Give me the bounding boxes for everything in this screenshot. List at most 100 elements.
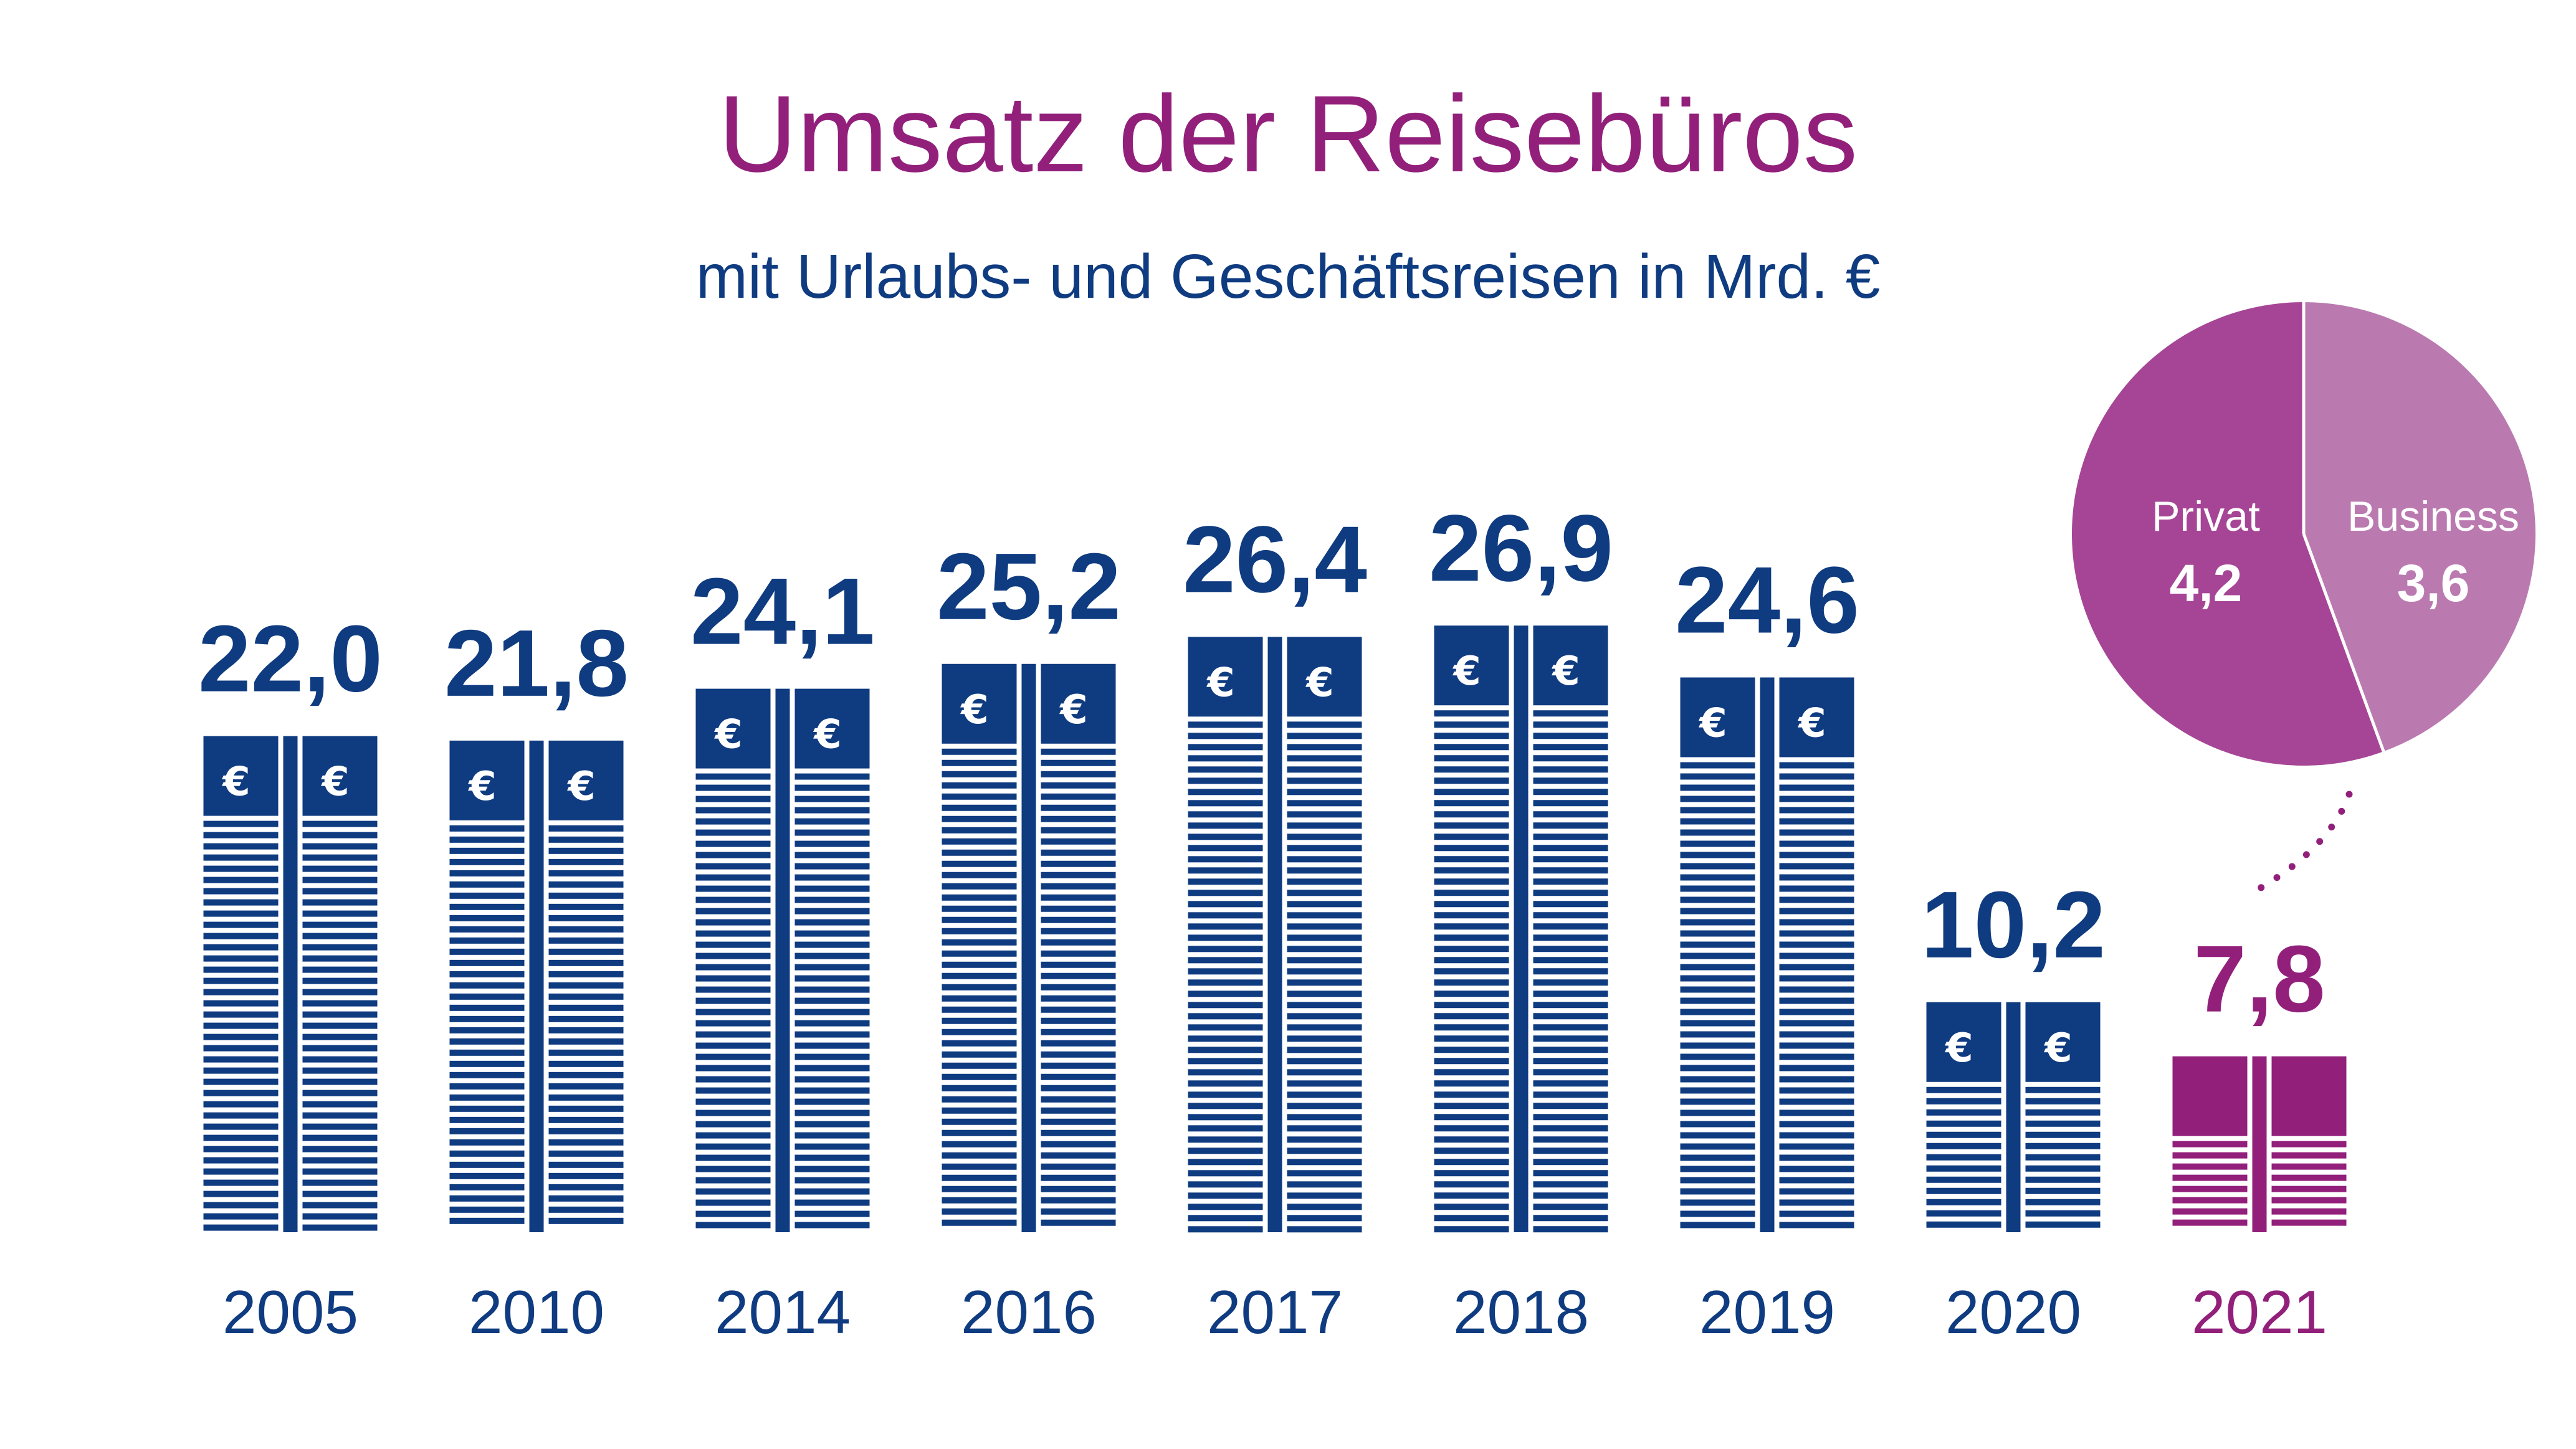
euro-icon: € bbox=[813, 712, 842, 758]
banknote-stripe bbox=[2271, 1219, 2347, 1226]
banknote-stripe bbox=[548, 1105, 624, 1112]
banknote-stripe bbox=[942, 815, 1017, 822]
banknote-stripe bbox=[302, 1033, 378, 1040]
banknote-stripe bbox=[302, 1134, 378, 1141]
banknote-stripe bbox=[1779, 896, 1854, 903]
banknote-stripe bbox=[1188, 834, 1263, 840]
banknote-stripe bbox=[1041, 1051, 1116, 1058]
banknote-stripe bbox=[548, 993, 624, 1000]
banknote-stripe bbox=[794, 1143, 870, 1150]
banknote-stripe bbox=[942, 950, 1017, 957]
banknote-stack: € bbox=[2025, 1002, 2101, 1228]
banknote-stripe bbox=[1680, 964, 1755, 971]
euro-icon: € bbox=[1305, 660, 1334, 706]
banknote-stripe bbox=[203, 1000, 279, 1007]
pie-value-business: 3,6 bbox=[2397, 554, 2470, 612]
banknote-stack: € bbox=[548, 740, 624, 1224]
banknote-stripe bbox=[203, 1213, 279, 1220]
pie-label-privat: Privat bbox=[2152, 493, 2260, 540]
banknote-stripe bbox=[1041, 1062, 1116, 1069]
euro-icon: € bbox=[1551, 648, 1580, 695]
banknote-stripe bbox=[548, 926, 624, 933]
banknote-stripe bbox=[942, 939, 1017, 946]
banknote-stripe bbox=[449, 1015, 525, 1022]
banknote-stripe bbox=[1188, 845, 1263, 852]
banknote-stripe bbox=[1926, 1098, 2001, 1105]
banknote-stripe bbox=[695, 1154, 771, 1161]
bar-2018: € €26,9 2018 bbox=[1429, 495, 1613, 1346]
banknote-stripe bbox=[695, 896, 771, 903]
banknote-stripe bbox=[1041, 838, 1116, 845]
banknote-stripe bbox=[695, 852, 771, 858]
banknote-stripe bbox=[449, 1049, 525, 1056]
banknote-stripe bbox=[1434, 957, 1509, 964]
bar-divider bbox=[1514, 625, 1529, 1232]
banknote-stripe bbox=[2025, 1176, 2101, 1183]
banknote-stripe bbox=[1779, 975, 1854, 982]
banknote-stripe bbox=[1434, 991, 1509, 997]
banknote-stripe bbox=[548, 836, 624, 843]
banknote-stripe bbox=[203, 933, 279, 939]
banknote-stripe bbox=[1287, 1204, 1362, 1210]
banknote-stripe bbox=[1188, 912, 1263, 919]
banknote-stripe bbox=[1041, 950, 1116, 957]
banknote-stripe bbox=[794, 818, 870, 825]
banknote-stripe bbox=[1779, 796, 1854, 802]
banknote-stripe bbox=[695, 986, 771, 993]
banknote-stripe bbox=[942, 1062, 1017, 1069]
banknote-stripe bbox=[1188, 923, 1263, 930]
banknote-stripe bbox=[1188, 744, 1263, 751]
banknote-stripe bbox=[1041, 1185, 1116, 1192]
banknote-stripe bbox=[449, 1094, 525, 1101]
banknote-stripe bbox=[695, 829, 771, 836]
banknote-stripe bbox=[1041, 905, 1116, 912]
banknote-stripe bbox=[1533, 834, 1608, 840]
banknote-stripe bbox=[203, 1146, 279, 1152]
banknote-stripe bbox=[449, 1083, 525, 1090]
banknote-stripe bbox=[1434, 1024, 1509, 1031]
banknote-stripe bbox=[794, 930, 870, 937]
banknote-stripe bbox=[548, 825, 624, 832]
banknote-stripe bbox=[794, 1199, 870, 1206]
banknote-stripe bbox=[1779, 1177, 1854, 1184]
banknote-stripe bbox=[449, 1038, 525, 1045]
banknote-stripe bbox=[1779, 1121, 1854, 1128]
banknote-stripe bbox=[1533, 979, 1608, 986]
banknote-stripe bbox=[302, 1168, 378, 1175]
banknote-stripe bbox=[1680, 1222, 1755, 1228]
banknote-stripe bbox=[1041, 1006, 1116, 1013]
banknote-stripe bbox=[1287, 856, 1362, 863]
banknote-stripe bbox=[1779, 1042, 1854, 1049]
banknote-stripe bbox=[449, 971, 525, 977]
bar-divider bbox=[1760, 677, 1775, 1232]
banknote-stripe bbox=[548, 881, 624, 888]
banknote-stripe bbox=[1779, 1053, 1854, 1060]
year-label: 2010 bbox=[469, 1278, 604, 1346]
banknote-stripe bbox=[1041, 1141, 1116, 1147]
stack-band bbox=[794, 688, 870, 769]
banknote-stripe bbox=[1287, 968, 1362, 975]
banknote-stripe bbox=[942, 961, 1017, 968]
banknote-stripe bbox=[1041, 748, 1116, 755]
banknote-stripe bbox=[942, 1085, 1017, 1091]
banknote-stripe bbox=[449, 1150, 525, 1157]
banknote-stripe bbox=[1188, 811, 1263, 818]
banknote-stripe bbox=[302, 955, 378, 962]
banknote-stripe bbox=[1041, 961, 1116, 968]
banknote-stripe bbox=[1533, 1091, 1608, 1098]
bar-group: € €22,0 2005 € €21,8 2010 € €24,1 2014 € €25,2 2016… bbox=[198, 495, 2347, 1346]
bar-2005: € €22,0 2005 bbox=[198, 606, 383, 1346]
banknote-stripe bbox=[1041, 972, 1116, 979]
banknote-stripe bbox=[1434, 1204, 1509, 1210]
banknote-stripe bbox=[942, 1040, 1017, 1047]
stack-band bbox=[302, 736, 378, 816]
banknote-stripe bbox=[2025, 1109, 2101, 1116]
banknote-stripe bbox=[942, 984, 1017, 991]
banknote-stripe bbox=[1041, 939, 1116, 946]
banknote-stripe bbox=[1533, 845, 1608, 852]
banknote-stripe bbox=[1188, 1170, 1263, 1177]
banknote-stripe bbox=[1434, 946, 1509, 953]
banknote-stripe bbox=[1434, 878, 1509, 885]
banknote-stripe bbox=[794, 964, 870, 971]
banknote-stripe bbox=[1287, 946, 1362, 953]
